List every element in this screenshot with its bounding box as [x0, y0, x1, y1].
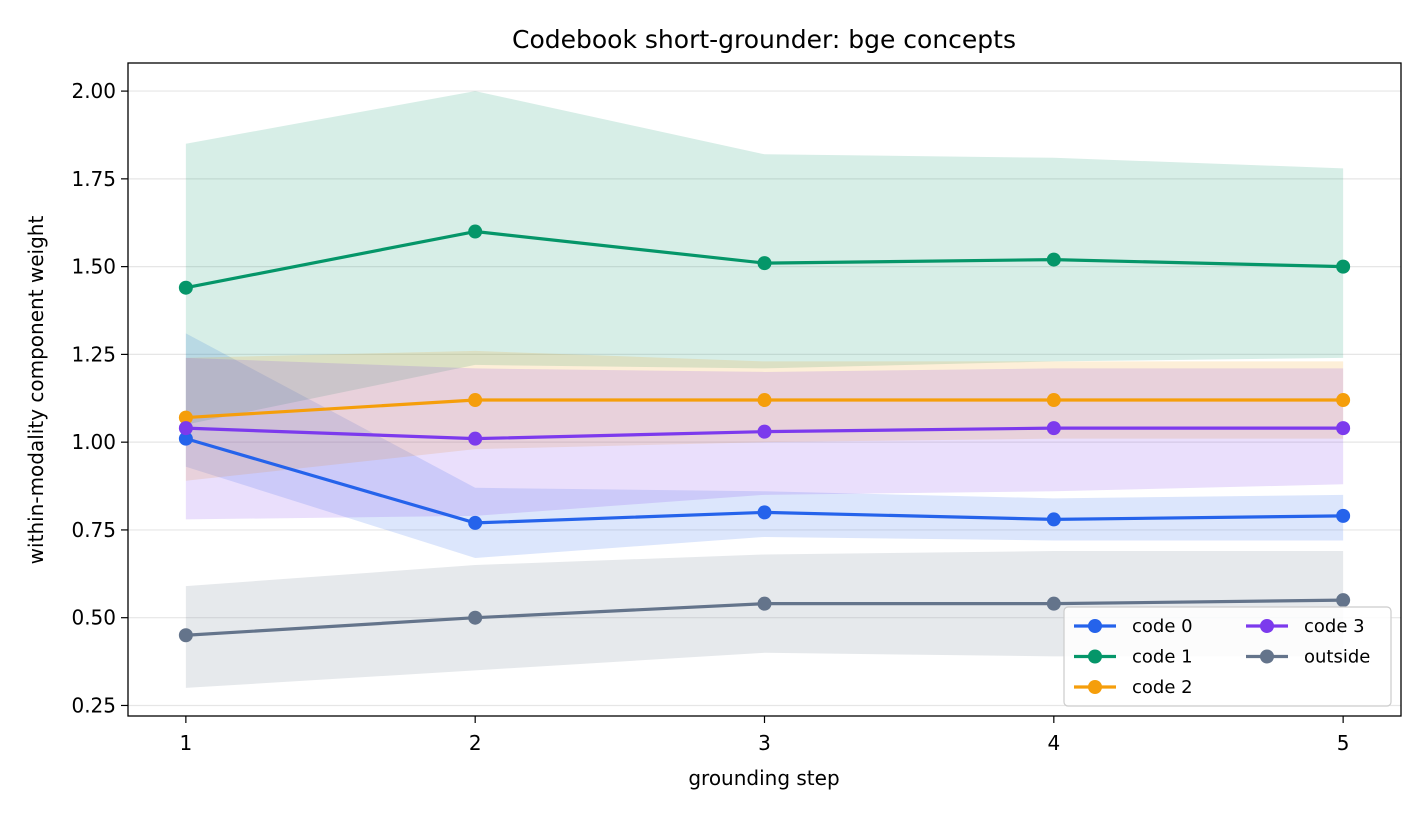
point-code-0	[178, 431, 193, 446]
point-outside	[757, 596, 772, 611]
point-code-0	[757, 505, 772, 520]
point-code-2	[178, 410, 193, 425]
legend-label: code 2	[1132, 677, 1193, 698]
legend-swatch-marker	[1088, 649, 1102, 664]
legend-box	[1063, 606, 1392, 707]
legend-label: code 1	[1132, 647, 1193, 668]
y-tick-label: 1.50	[71, 255, 116, 279]
x-tick-label: 4	[1047, 731, 1060, 755]
y-axis-label: within-modality component weight	[24, 216, 48, 565]
point-code-1	[1336, 259, 1351, 274]
point-outside	[1336, 593, 1351, 608]
point-code-2	[1336, 393, 1351, 408]
point-code-3	[468, 431, 483, 446]
point-code-1	[468, 224, 483, 239]
point-outside	[178, 628, 193, 643]
point-code-0	[1336, 508, 1351, 523]
y-tick-label: 1.00	[71, 430, 116, 454]
legend-swatch-marker	[1088, 680, 1102, 694]
point-code-2	[468, 393, 483, 408]
y-axis-ticks: 0.25 0.50 0.75 1.00 1.25 1.50 1.75 2.00	[71, 79, 128, 717]
legend-label: code 3	[1304, 616, 1365, 637]
chart-title: Codebook short-grounder: bge concepts	[512, 25, 1016, 54]
point-code-2	[757, 393, 772, 408]
x-axis-ticks: 1 2 3 4 5	[179, 716, 1350, 755]
y-tick-label: 0.25	[71, 693, 116, 717]
legend: code 0 code 1 code 2 code 3 outside	[1063, 606, 1392, 707]
legend-swatch-marker	[1088, 619, 1102, 633]
band-code-0	[185, 333, 1344, 559]
legend-swatch-marker	[1260, 619, 1274, 633]
legend-label: code 0	[1132, 616, 1193, 637]
y-tick-label: 0.75	[71, 518, 116, 542]
point-code-0	[1046, 512, 1061, 527]
x-tick-label: 5	[1337, 731, 1350, 755]
point-code-3	[1046, 421, 1061, 436]
data-points	[178, 224, 1351, 643]
x-tick-label: 3	[758, 731, 771, 755]
point-code-0	[468, 515, 483, 530]
x-tick-label: 2	[469, 731, 482, 755]
point-outside	[468, 610, 483, 625]
point-code-3	[1336, 421, 1351, 436]
point-code-1	[1046, 252, 1061, 267]
point-code-1	[757, 256, 772, 271]
point-code-3	[178, 421, 193, 436]
band-outside	[185, 550, 1344, 688]
y-tick-label: 2.00	[71, 79, 116, 103]
legend-swatch-marker	[1260, 649, 1274, 664]
y-tick-label: 1.25	[71, 342, 116, 366]
legend-label: outside	[1304, 647, 1370, 668]
x-tick-label: 1	[179, 731, 192, 755]
y-tick-label: 0.50	[71, 606, 116, 630]
band-code-2	[185, 350, 1344, 481]
point-code-1	[178, 280, 193, 295]
x-axis-label: grounding step	[688, 766, 839, 790]
point-outside	[1046, 596, 1061, 611]
point-code-2	[1046, 393, 1061, 408]
y-tick-label: 1.75	[71, 167, 116, 191]
point-code-3	[757, 424, 772, 439]
